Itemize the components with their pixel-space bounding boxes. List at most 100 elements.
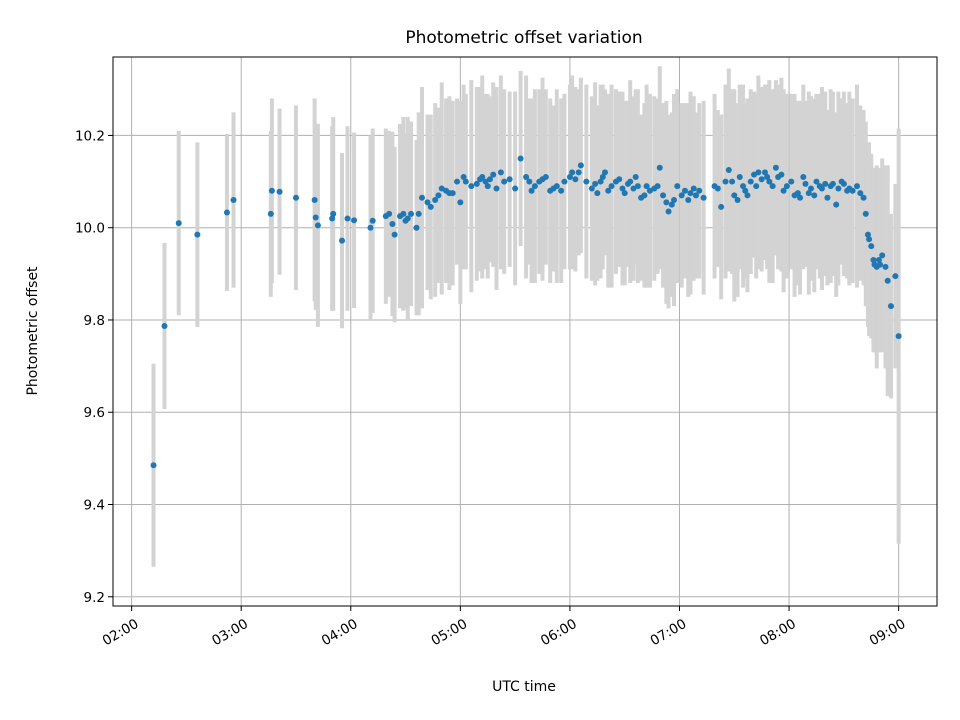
data-point bbox=[687, 190, 694, 197]
data-point bbox=[685, 197, 692, 204]
data-point bbox=[605, 187, 612, 194]
data-point bbox=[311, 197, 318, 204]
data-point bbox=[753, 183, 760, 190]
data-point bbox=[462, 178, 469, 185]
data-point bbox=[807, 185, 814, 192]
data-point bbox=[641, 192, 648, 199]
data-point bbox=[569, 169, 576, 176]
data-point bbox=[718, 203, 725, 210]
data-point bbox=[818, 185, 825, 192]
data-point bbox=[778, 171, 785, 178]
data-point bbox=[678, 192, 685, 199]
data-point bbox=[330, 210, 337, 217]
data-point bbox=[583, 178, 590, 185]
data-point bbox=[575, 169, 582, 176]
data-point bbox=[594, 190, 601, 197]
y-tick-label: 9.2 bbox=[84, 590, 105, 606]
data-point bbox=[517, 155, 524, 162]
data-point bbox=[700, 194, 707, 201]
data-point bbox=[386, 210, 393, 217]
data-point bbox=[747, 178, 754, 185]
data-point bbox=[553, 183, 560, 190]
y-tick-label: 9.4 bbox=[84, 498, 105, 514]
data-point bbox=[161, 322, 168, 329]
data-point bbox=[758, 176, 765, 183]
data-point bbox=[755, 169, 762, 176]
data-point bbox=[690, 185, 697, 192]
data-point bbox=[835, 185, 842, 192]
chart-title: Photometric offset variation bbox=[405, 28, 642, 48]
data-point bbox=[599, 173, 606, 180]
plot-frame bbox=[112, 56, 938, 607]
data-point bbox=[484, 183, 491, 190]
data-point bbox=[588, 185, 595, 192]
data-point bbox=[608, 183, 615, 190]
y-tick-label: 9.6 bbox=[84, 405, 105, 421]
data-point bbox=[427, 203, 434, 210]
data-point bbox=[656, 164, 663, 171]
data-point bbox=[857, 190, 864, 197]
y-tick-label: 10.0 bbox=[75, 221, 105, 237]
data-point bbox=[523, 173, 530, 180]
data-point bbox=[432, 197, 439, 204]
data-point bbox=[415, 210, 422, 217]
data-point bbox=[223, 209, 230, 216]
data-point bbox=[731, 192, 738, 199]
data-point bbox=[824, 194, 831, 201]
data-point bbox=[150, 462, 157, 469]
data-point bbox=[419, 194, 425, 201]
data-point bbox=[877, 261, 884, 268]
data-point bbox=[486, 176, 493, 183]
data-point bbox=[813, 178, 820, 185]
data-point bbox=[761, 169, 768, 176]
data-point bbox=[722, 178, 729, 185]
data-point bbox=[892, 273, 899, 280]
data-point bbox=[866, 236, 873, 243]
data-point bbox=[566, 173, 573, 180]
data-point bbox=[267, 210, 274, 217]
data-point bbox=[329, 215, 336, 222]
data-point bbox=[528, 187, 535, 194]
data-point bbox=[800, 173, 807, 180]
data-point bbox=[783, 183, 790, 190]
data-point bbox=[794, 190, 801, 197]
data-points bbox=[150, 155, 902, 469]
data-point bbox=[531, 183, 538, 190]
data-point bbox=[788, 178, 795, 185]
data-point bbox=[740, 183, 747, 190]
data-point bbox=[454, 178, 461, 185]
data-point bbox=[194, 231, 201, 238]
data-point bbox=[696, 187, 703, 194]
data-point bbox=[391, 231, 398, 238]
data-point bbox=[369, 217, 376, 224]
data-point bbox=[449, 190, 456, 197]
data-point bbox=[558, 187, 565, 194]
data-point bbox=[870, 256, 877, 263]
data-point bbox=[292, 194, 299, 201]
data-point bbox=[805, 190, 812, 197]
data-point bbox=[879, 252, 886, 259]
data-point bbox=[729, 178, 736, 185]
data-point bbox=[621, 190, 628, 197]
data-point bbox=[473, 180, 480, 187]
data-point bbox=[572, 176, 579, 183]
data-point bbox=[692, 192, 699, 199]
data-point bbox=[766, 178, 773, 185]
data-point bbox=[389, 221, 396, 228]
data-point bbox=[854, 183, 861, 190]
data-point bbox=[497, 169, 504, 176]
data-point bbox=[833, 201, 840, 208]
x-axis-label: UTC time bbox=[492, 679, 556, 695]
data-point bbox=[632, 173, 639, 180]
data-point bbox=[714, 185, 721, 192]
data-point bbox=[654, 183, 661, 190]
data-point bbox=[860, 194, 867, 201]
y-tick-label: 10.2 bbox=[75, 128, 105, 144]
data-point bbox=[592, 180, 599, 187]
data-point bbox=[663, 199, 670, 206]
data-point bbox=[526, 178, 533, 185]
data-point bbox=[314, 222, 321, 229]
data-point bbox=[413, 224, 420, 231]
data-point bbox=[408, 210, 415, 217]
